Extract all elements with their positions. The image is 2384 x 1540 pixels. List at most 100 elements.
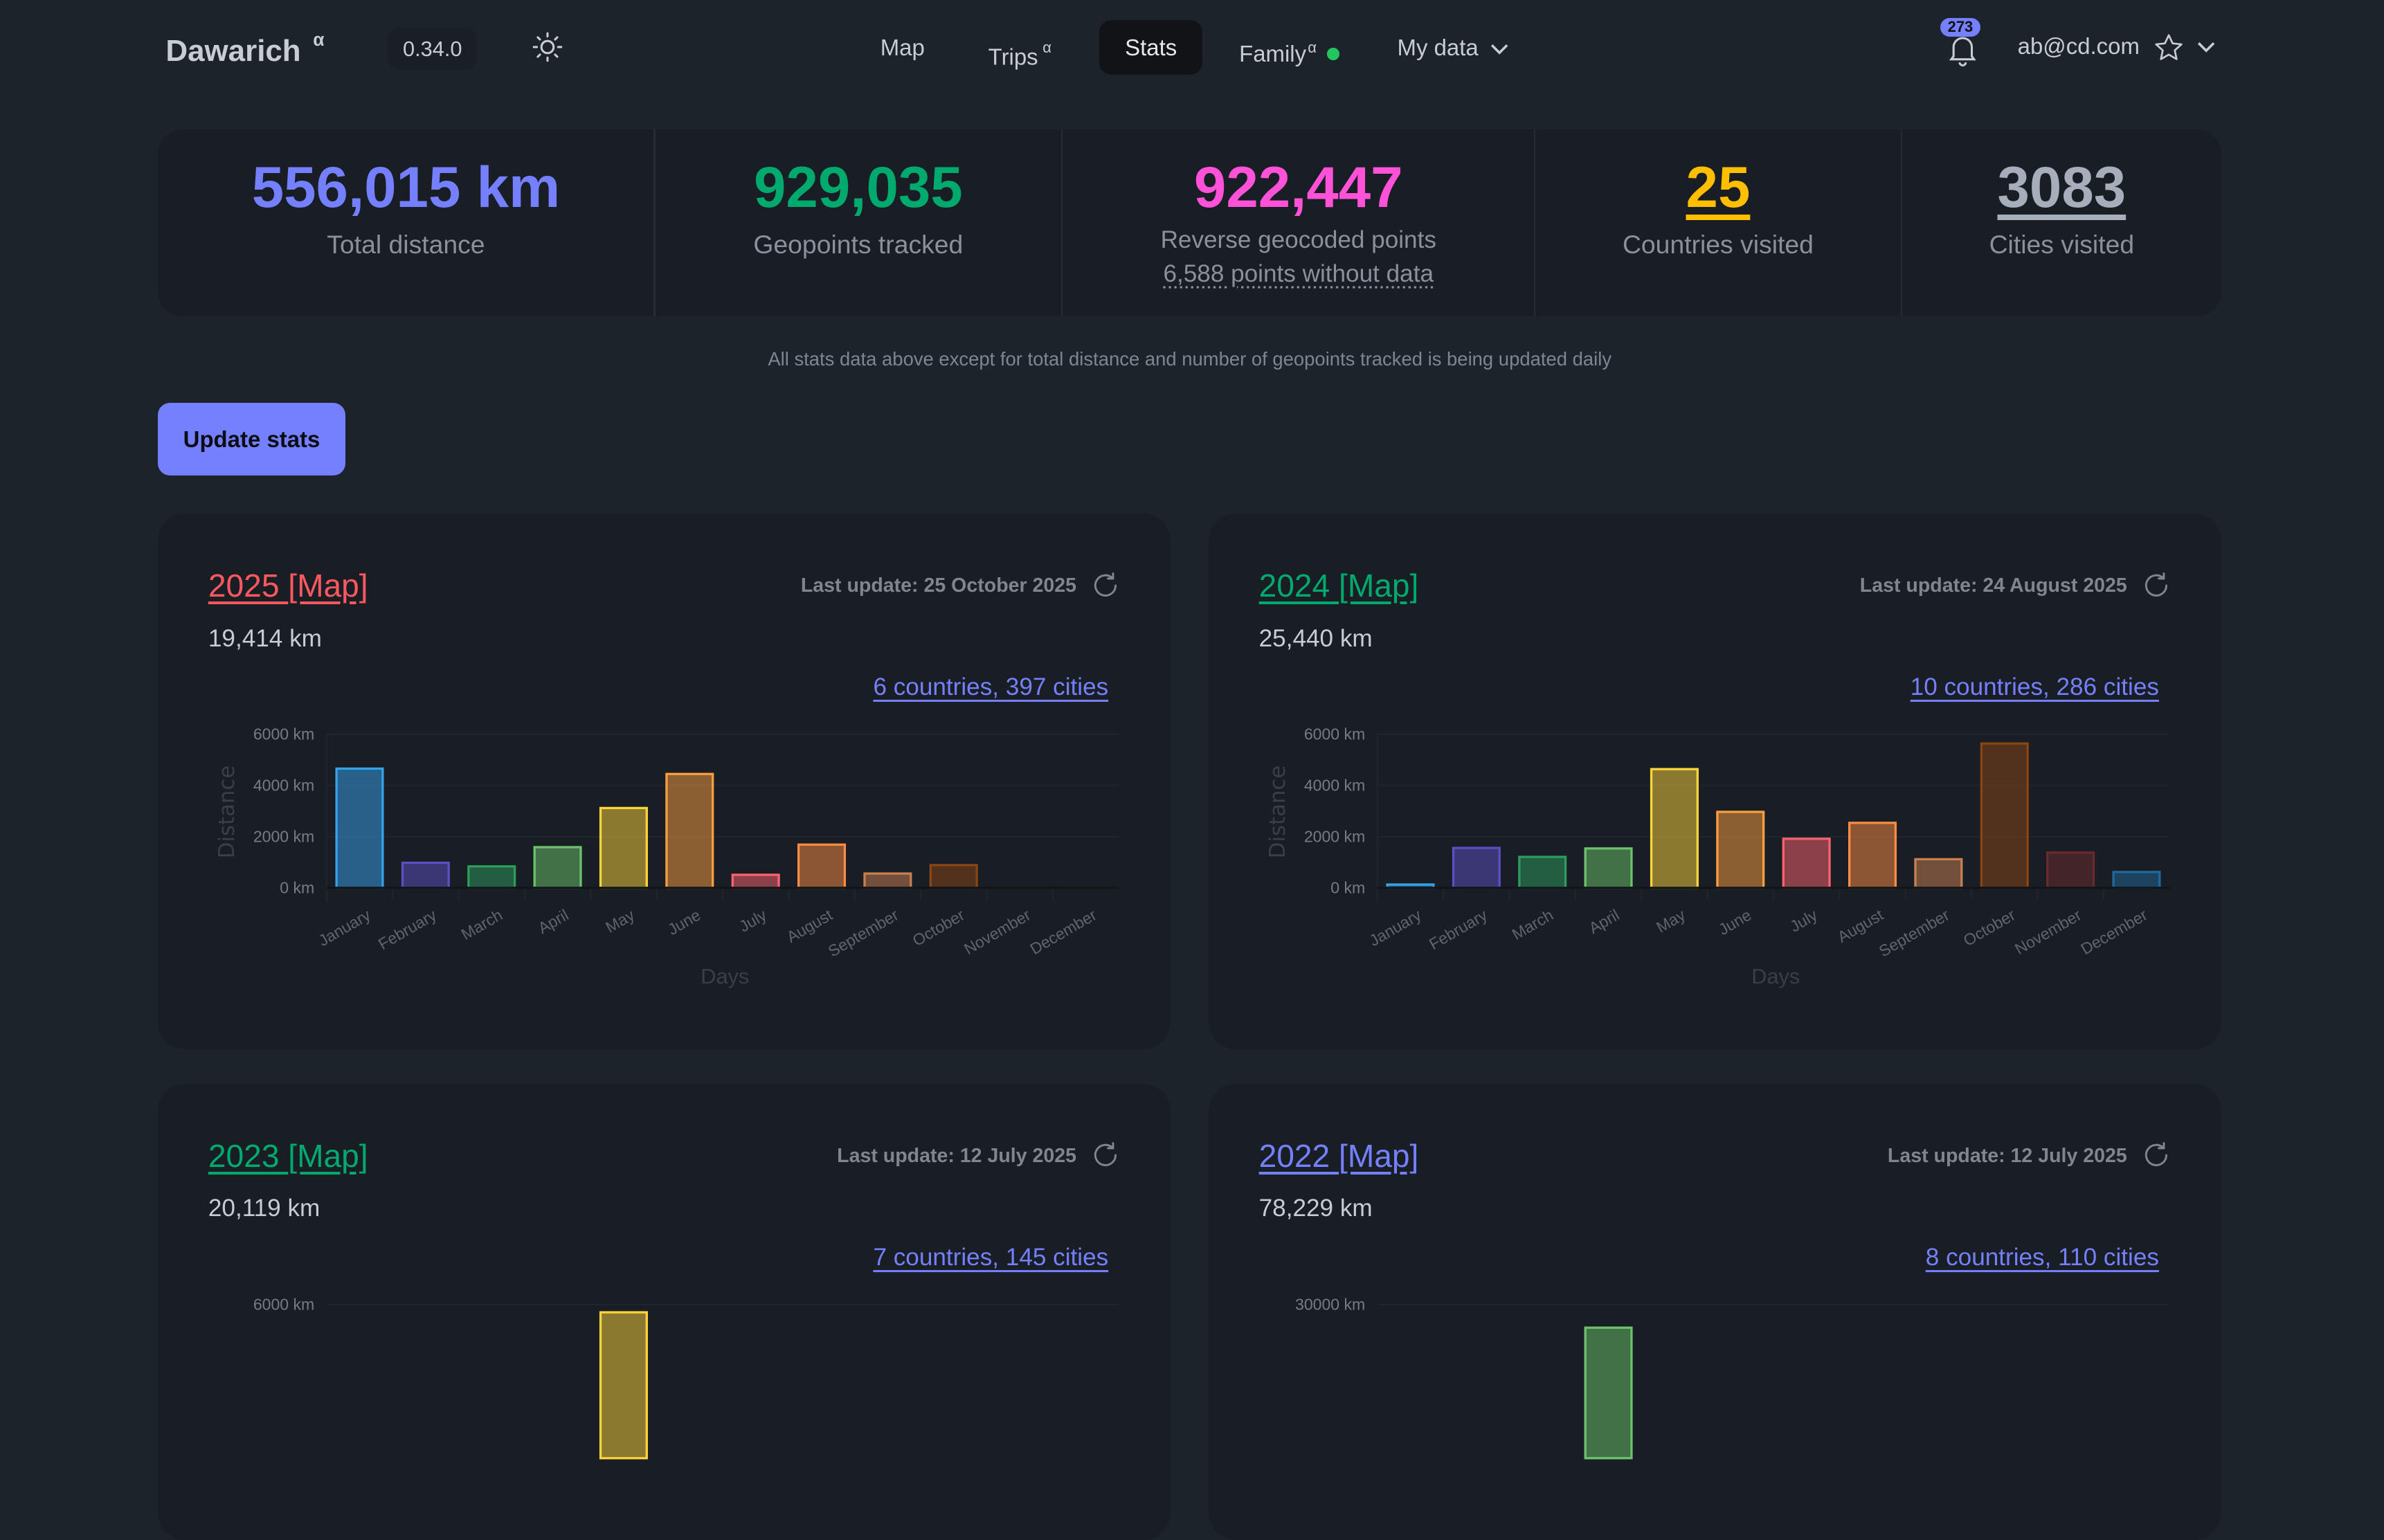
x-tick-label: September — [1876, 905, 1953, 960]
divider — [1900, 129, 1902, 316]
bar-november — [2046, 851, 2095, 889]
x-tick-label: January — [1366, 905, 1425, 950]
stat-value[interactable]: 25 — [1686, 154, 1751, 219]
bar-august — [1848, 822, 1897, 889]
year-map-link[interactable]: [Map] — [288, 568, 368, 604]
points-without-data-link[interactable]: 6,588 points without data — [1163, 260, 1434, 288]
bar-january — [335, 767, 384, 889]
nav-my-data[interactable]: My data — [1373, 20, 1533, 75]
x-tick-label: June — [665, 905, 703, 939]
y-tick-label: 6000 km — [253, 1295, 314, 1313]
refresh-icon[interactable] — [2141, 1140, 2171, 1170]
bar-may — [1650, 768, 1699, 889]
bar-september — [1914, 858, 1963, 889]
nav-trips[interactable]: Trips α — [964, 20, 1076, 75]
user-menu-chevron-icon[interactable] — [2197, 41, 2215, 53]
countries-cities-link[interactable]: 6 countries, 397 cities — [873, 673, 1109, 701]
nav-family[interactable]: Family α — [1215, 20, 1364, 75]
last-update: Last update: 12 July 2025 — [1887, 1144, 2127, 1167]
stat-total-distance: 556,015 km Total distance — [158, 129, 653, 316]
update-stats-button[interactable]: Update stats — [158, 403, 345, 476]
y-tick-label: 6000 km — [253, 725, 314, 743]
year-distance: 25,440 km — [1258, 624, 1373, 652]
last-update: Last update: 25 October 2025 — [800, 574, 1077, 597]
x-tick-label: November — [2012, 905, 2084, 958]
year-link[interactable]: 2024 — [1258, 568, 1330, 604]
year-map-link[interactable]: [Map] — [1339, 568, 1419, 604]
y-tick-label: 0 km — [1330, 878, 1365, 896]
nav-my-data-label: My data — [1397, 34, 1479, 60]
x-tick-label: June — [1715, 905, 1754, 939]
year-title: 2024 [Map] — [1259, 567, 1419, 604]
stat-cities: 3083 Cities visited — [1902, 129, 2221, 316]
year-distance: 19,414 km — [208, 624, 322, 652]
countries-cities-link[interactable]: 10 countries, 286 cities — [1910, 673, 2159, 701]
refresh-icon[interactable] — [1090, 1140, 1121, 1170]
stat-value: 556,015 km — [251, 154, 561, 219]
x-tick-label: September — [825, 905, 902, 960]
year-link[interactable]: 2023 — [208, 1137, 280, 1174]
year-title: 2023 [Map] — [208, 1137, 368, 1175]
year-card: 2025 [Map] Last update: 25 October 2025 … — [158, 514, 1171, 1049]
brand-logo[interactable]: Dawarich α — [165, 29, 324, 69]
distance-bar-chart: 0 km 2000 km 4000 km 6000 km January February… — [1265, 725, 2170, 988]
year-card: 2022 [Map] Last update: 12 July 2025 78,… — [1209, 1084, 2221, 1540]
version-badge: 0.34.0 — [388, 27, 478, 71]
x-tick-label: August — [784, 905, 836, 946]
nav-family-sup: α — [1308, 38, 1317, 56]
x-axis-title: Days — [1751, 964, 1800, 988]
refresh-icon[interactable] — [1090, 570, 1121, 601]
notifications-button[interactable]: 273 — [1940, 18, 1981, 67]
stat-label: Reverse geocoded points — [1160, 226, 1436, 254]
y-tick-label: 4000 km — [1304, 777, 1365, 795]
x-tick-label: April — [1586, 905, 1623, 937]
year-link[interactable]: 2022 — [1258, 1137, 1330, 1174]
nav-stats-label: Stats — [1125, 34, 1177, 60]
year-map-link[interactable]: [Map] — [288, 1137, 368, 1174]
x-tick-label: December — [1027, 905, 1100, 958]
y-tick-label: 6000 km — [1304, 725, 1365, 743]
bar-october — [1980, 742, 2029, 889]
x-tick-label: July — [1787, 905, 1821, 935]
year-title: 2022 [Map] — [1259, 1137, 1419, 1175]
distance-bar-chart: 6000 km — [253, 1295, 1119, 1460]
bar-september — [863, 872, 912, 889]
bar-april — [533, 846, 583, 889]
chevron-down-icon — [1491, 44, 1508, 55]
x-tick-label: December — [2078, 905, 2151, 958]
bar-march — [467, 865, 516, 889]
stat-label: Geopoints tracked — [753, 229, 964, 259]
x-tick-label: November — [961, 905, 1034, 958]
refresh-icon[interactable] — [2141, 570, 2171, 601]
bar-may — [599, 1310, 649, 1460]
notifications-badge: 273 — [1940, 18, 1981, 37]
x-tick-label: January — [316, 905, 374, 950]
bar-june — [665, 772, 714, 889]
year-link[interactable]: 2025 — [208, 568, 280, 604]
star-icon[interactable] — [2153, 32, 2185, 64]
nav-trips-label: Trips — [988, 44, 1038, 70]
bar-december — [2112, 871, 2161, 889]
countries-cities-link[interactable]: 7 countries, 145 cities — [873, 1243, 1109, 1271]
divider — [1534, 129, 1536, 316]
year-map-link[interactable]: [Map] — [1339, 1137, 1419, 1174]
y-axis-title: Distance — [215, 766, 240, 858]
nav-map[interactable]: Map — [856, 20, 949, 75]
bar-february — [401, 861, 451, 889]
stat-label: Cities visited — [1989, 229, 2135, 259]
divider — [1061, 129, 1063, 316]
user-email[interactable]: ab@cd.com — [2017, 33, 2140, 60]
nav-stats[interactable]: Stats — [1099, 19, 1203, 75]
x-axis-title: Days — [701, 964, 750, 988]
y-tick-label: 2000 km — [1304, 827, 1365, 845]
bar-april — [1584, 1326, 1633, 1460]
stat-value: 922,447 — [1193, 154, 1403, 219]
stat-label: Total distance — [327, 229, 485, 259]
nav-family-label: Family — [1239, 40, 1307, 66]
countries-cities-link[interactable]: 8 countries, 110 cities — [1925, 1243, 2159, 1271]
sun-icon[interactable] — [532, 32, 563, 62]
stat-value[interactable]: 3083 — [1997, 154, 2126, 219]
divider — [653, 129, 656, 316]
bar-july — [1782, 837, 1831, 889]
bar-may — [599, 806, 649, 889]
